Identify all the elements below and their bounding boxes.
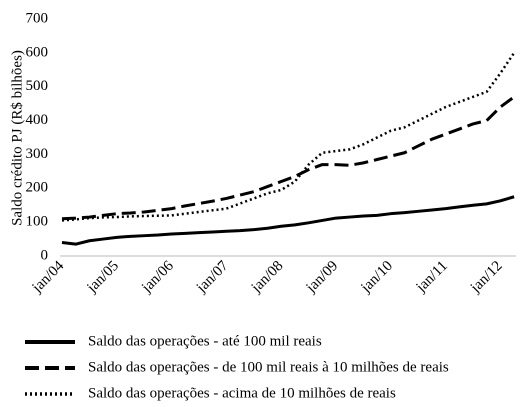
x-tick-label: jan/08 bbox=[248, 258, 287, 297]
x-tick-label: jan/09 bbox=[303, 258, 342, 297]
series-line bbox=[61, 95, 515, 221]
y-axis-label: Saldo crédito PJ (R$ bilhões) bbox=[9, 50, 25, 226]
x-tick-label: jan/06 bbox=[138, 258, 177, 297]
y-tick-label: 200 bbox=[26, 180, 49, 196]
y-tick-label: 400 bbox=[26, 112, 49, 128]
y-tick-label: 300 bbox=[26, 146, 49, 162]
series-line bbox=[61, 195, 515, 246]
y-tick-label: 500 bbox=[26, 78, 49, 94]
x-tick-label: jan/05 bbox=[84, 258, 123, 297]
legend-label: Saldo das operações - acima de 10 milhõe… bbox=[88, 385, 396, 401]
x-tick-label: jan/11 bbox=[413, 258, 451, 296]
y-tick-label: 0 bbox=[41, 247, 49, 263]
y-tick-label: 100 bbox=[26, 214, 49, 230]
x-tick-label: jan/04 bbox=[29, 258, 68, 297]
x-tick-label: jan/07 bbox=[193, 258, 232, 297]
legend-label: Saldo das operações - até 100 mil reais bbox=[88, 333, 322, 349]
x-tick-label: jan/10 bbox=[358, 258, 397, 297]
y-tick-label: 600 bbox=[26, 44, 49, 60]
x-tick-label: jan/12 bbox=[467, 258, 506, 297]
legend-label: Saldo das operações - de 100 mil reais à… bbox=[88, 359, 449, 375]
series-line bbox=[61, 52, 516, 222]
y-tick-label: 700 bbox=[26, 10, 49, 26]
